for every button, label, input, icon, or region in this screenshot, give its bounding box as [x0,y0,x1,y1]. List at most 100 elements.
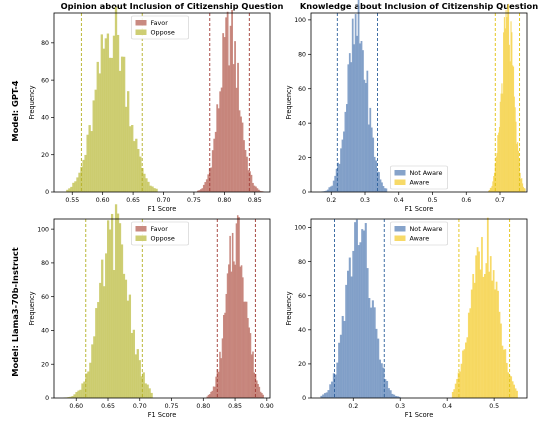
bar-oppose [68,188,71,192]
x-tick-label: 0.60 [96,197,110,204]
bar-oppose [150,392,153,398]
bar-favor [224,312,226,398]
bar-favor [202,184,205,192]
bar-oppose [90,131,93,192]
bar-not_aware [384,379,387,398]
bar-oppose [85,373,88,398]
y-tick-label: 20 [41,152,49,159]
bar-not_aware [365,83,367,192]
y-tick-label: 20 [41,361,49,368]
bar-not_aware [382,186,385,192]
y-tick-label: 40 [298,120,306,127]
bar-oppose [129,126,132,192]
bar-oppose [114,204,118,398]
x-tick-label: 0.80 [196,403,210,410]
bar-not_aware [334,175,337,192]
bar-not_aware [381,182,383,192]
bar-oppose [122,273,126,398]
bar-aware [481,237,483,398]
bar-not_aware [325,392,328,398]
bar-aware [507,3,510,193]
bar-oppose [76,177,79,192]
bar-favor [201,188,204,192]
bar-oppose [124,279,128,398]
bar-aware [491,185,493,192]
panel-llama-opinion: 0.60 0.65 0.70 0.75 0.80 0.85 0.90 0 20 40 60 80 100… [28,204,274,419]
bar-favor [212,386,215,398]
bar-aware [456,378,459,398]
x-tick-label: 0.75 [187,197,201,204]
bar-aware [495,281,498,398]
bar-oppose [94,89,97,192]
plot-frame [310,218,528,399]
x-tick-label: 0.4 [442,403,452,410]
bar-aware [506,17,508,192]
bar-not_aware [350,276,353,398]
bar-oppose [99,282,102,398]
column-title-knowledge: Knowledge about Inclusion of Citizenship… [300,1,538,11]
bar-aware [507,372,510,398]
bar-favor [229,25,232,193]
bar-aware [494,163,496,192]
y-tick-label: 100 [37,226,49,233]
bar-not_aware [393,394,396,398]
bar-aware [507,5,509,192]
bar-favor [243,140,245,192]
bar-aware [466,337,469,398]
bar-oppose [83,381,86,398]
bar-not_aware [340,148,342,192]
bar-not_aware [337,162,339,192]
bar-favor [244,149,247,192]
bar-aware [489,190,491,192]
bar-aware [485,263,488,398]
bar-favor [257,383,259,398]
bar-aware [501,345,504,398]
bar-oppose [91,344,94,398]
bar-not_aware [327,390,330,398]
bar-aware [469,308,472,398]
bar-oppose [138,360,141,398]
bar-aware [495,156,497,192]
bar-oppose [107,220,110,398]
bar-not_aware [396,396,399,398]
bar-oppose [102,48,106,192]
bar-oppose [66,189,69,192]
y-tick-label: 80 [41,40,49,47]
bar-oppose [112,35,116,192]
bar-oppose [97,302,100,398]
bar-favor [249,333,252,398]
bar-oppose [79,389,82,398]
bar-favor [240,265,243,398]
bar-not_aware [325,190,328,192]
bar-aware [503,32,505,192]
x-tick-label: 0.5 [489,403,499,410]
bar-not_aware [341,139,344,192]
bar-not_aware [331,185,334,192]
bar-oppose [73,394,76,398]
bar-not_aware [389,390,392,398]
bar-oppose [69,396,72,398]
bar-not_aware [353,44,356,192]
bar-not_aware [344,111,347,192]
bar-not_aware [368,298,371,398]
legend-label-favor: Favor [151,19,169,27]
bar-not_aware [387,388,390,398]
bar-aware [497,135,499,192]
bar-favor [223,37,226,192]
bar-not_aware [338,163,341,192]
bar-not_aware [341,315,344,398]
bar-oppose [100,34,103,192]
bar-aware [511,381,514,398]
bar-oppose [130,332,134,398]
bar-not_aware [363,79,366,192]
bar-not_aware [347,270,350,398]
bar-oppose [116,213,120,398]
bar-oppose [153,188,156,192]
y-tick-label: 80 [41,260,49,267]
bar-aware [482,276,485,398]
legend-swatch-not_aware [394,170,406,176]
bar-oppose [110,213,114,398]
bar-favor [248,327,250,398]
y-tick-label: 0 [45,189,49,196]
bar-not_aware [339,334,342,398]
